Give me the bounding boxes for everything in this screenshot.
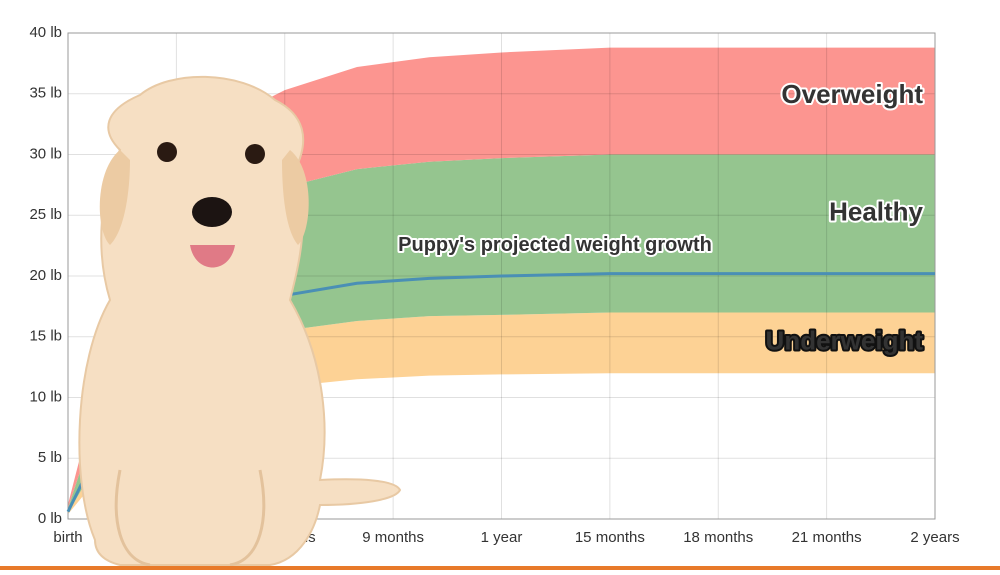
y-tick-label: 30 lb (29, 145, 62, 162)
y-tick-label: 20 lb (29, 267, 62, 284)
x-tick-label: 9 months (362, 529, 424, 546)
puppy-eye (245, 144, 265, 164)
plot-border (67, 32, 936, 520)
line-label: Puppy's projected weight growth (398, 234, 712, 256)
y-tick-label: 15 lb (29, 328, 62, 345)
puppy-legs (114, 469, 266, 567)
y-tick-label: 0 lb (38, 510, 62, 527)
x-tick-label: 2 years (910, 529, 959, 546)
band-label: Underweight (766, 326, 924, 356)
puppy-nose (192, 197, 232, 227)
band-label: Healthy (829, 196, 923, 226)
bottom-rule (0, 566, 1000, 570)
puppy-tongue (190, 245, 235, 268)
y-tick-label: 5 lb (38, 449, 62, 466)
x-tick-label: 1 year (481, 529, 523, 546)
x-tick-label: birth (53, 529, 82, 546)
puppy-eye (157, 142, 177, 162)
band-label: Overweight (781, 79, 923, 109)
y-tick-label: 40 lb (29, 24, 62, 41)
puppy-illustration (78, 75, 402, 567)
y-tick-label: 35 lb (29, 85, 62, 102)
y-tick-label: 10 lb (29, 388, 62, 405)
x-tick-label: 21 months (792, 529, 862, 546)
puppy-ear (282, 150, 309, 245)
x-tick-label: 15 months (575, 529, 645, 546)
puppy-ear (99, 150, 130, 245)
x-tick-label: 18 months (683, 529, 753, 546)
y-tick-label: 25 lb (29, 206, 62, 223)
